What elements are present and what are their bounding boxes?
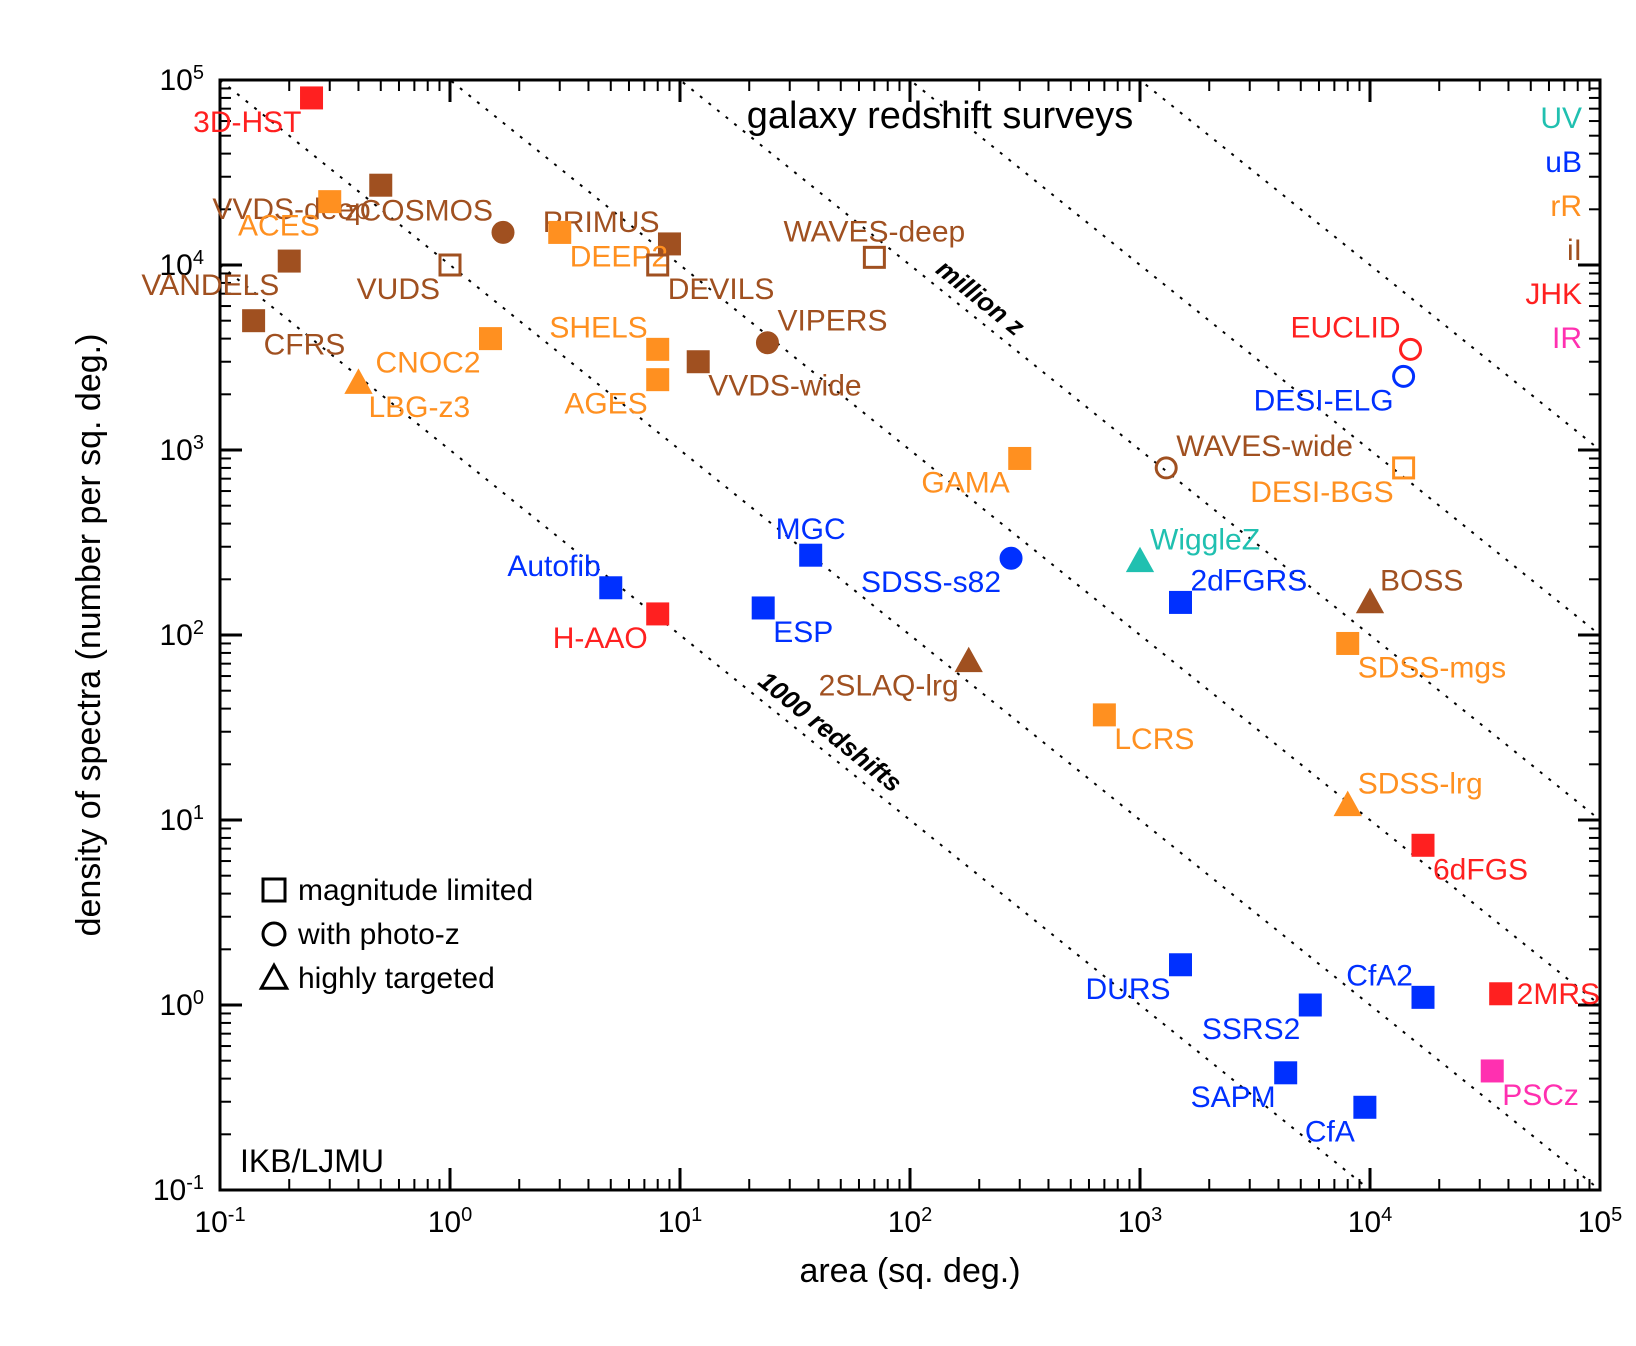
survey-label-DEVILS: DEVILS [668,273,775,306]
survey-label-CfA2: CfA2 [1346,959,1413,992]
diagonal-label-million: million z [931,253,1031,342]
color-legend-UV: UV [1540,102,1582,135]
survey-label-Autofib: Autofib [507,550,600,583]
survey-label-VVDS-wide: VVDS-wide [708,370,861,403]
survey-label-zCOSMOS: zCOSMOS [345,194,493,227]
survey-label-VUDS: VUDS [357,273,440,306]
svg-text:100: 100 [160,987,205,1022]
survey-label-SHELS: SHELS [549,311,647,344]
survey-label-ACES: ACES [238,210,320,243]
survey-label-SDSS-s82: SDSS-s82 [861,566,1001,599]
chart-svg: 10-1 100 101 102 103 104 105 10-1 100 101 102 103 10… [20,20,1636,1326]
color-legend-JHK: JHK [1525,278,1582,311]
svg-text:10-1: 10-1 [153,1172,204,1207]
chart-title: galaxy redshift surveys [747,95,1134,137]
survey-label-H-AAO: H-AAO [553,622,648,655]
svg-text:105: 105 [1578,1204,1623,1239]
color-legend-rR: rR [1550,190,1582,223]
svg-text:100: 100 [428,1204,473,1239]
survey-label-DURS: DURS [1085,973,1170,1006]
svg-text:102: 102 [160,617,205,652]
survey-label-CFRS: CFRS [264,329,346,362]
svg-text:101: 101 [658,1204,703,1239]
survey-label-SSRS2: SSRS2 [1202,1013,1300,1046]
survey-label-CNOC2: CNOC2 [375,347,480,380]
shape-legend-square-open: magnitude limited [298,874,533,907]
shape-legend-triangle-open: highly targeted [298,962,495,995]
survey-label-2dFGRS: 2dFGRS [1191,564,1308,597]
survey-label-LCRS: LCRS [1114,723,1194,756]
survey-label-3D-HST: 3D-HST [193,106,301,139]
color-legend-uB: uB [1545,146,1582,179]
survey-label-6dFGS: 6dFGS [1433,853,1528,886]
survey-label-EUCLID: EUCLID [1290,311,1400,344]
survey-label-VIPERS: VIPERS [777,305,887,338]
survey-label-WAVES-deep: WAVES-deep [783,215,965,248]
survey-label-DESI-ELG: DESI-ELG [1254,384,1394,417]
svg-text:103: 103 [160,432,205,467]
chart-credit: IKB/LJMU [240,1143,384,1179]
survey-label-PSCz: PSCz [1502,1079,1579,1112]
svg-text:105: 105 [160,62,205,97]
color-legend-IR: IR [1552,322,1582,355]
survey-label-MGC: MGC [776,513,846,546]
svg-text:103: 103 [1118,1204,1163,1239]
svg-text:101: 101 [160,802,205,837]
survey-label-CfA: CfA [1305,1115,1355,1148]
survey-label-DEEP2: DEEP2 [570,240,668,273]
survey-label-VANDELS: VANDELS [141,269,279,302]
color-legend-iI: iI [1567,234,1582,267]
survey-label-ESP: ESP [773,616,833,649]
svg-text:104: 104 [1348,1204,1393,1239]
survey-label-WAVES-wide: WAVES-wide [1176,430,1353,463]
survey-label-BOSS: BOSS [1380,564,1463,597]
shape-legend-circle-open: with photo-z [297,918,460,951]
survey-label-WiggleZ: WiggleZ [1150,523,1260,556]
survey-label-SAPM: SAPM [1191,1081,1276,1114]
svg-text:10-1: 10-1 [194,1204,245,1239]
survey-label-SDSS-mgs: SDSS-mgs [1358,651,1506,684]
svg-text:102: 102 [888,1204,933,1239]
survey-label-DESI-BGS: DESI-BGS [1250,476,1393,509]
survey-label-2MRS: 2MRS [1517,978,1600,1011]
survey-chart: 10-1 100 101 102 103 104 105 10-1 100 101 102 103 10… [20,20,1636,1326]
survey-label-AGES: AGES [564,388,647,421]
survey-label-2SLAQ-lrg: 2SLAQ-lrg [819,669,959,702]
x-axis-label: area (sq. deg.) [799,1252,1020,1290]
survey-label-SDSS-lrg: SDSS-lrg [1358,767,1483,800]
survey-label-GAMA: GAMA [921,466,1009,499]
survey-label-LBG-z3: LBG-z3 [368,391,470,424]
y-axis-label: density of spectra (number per sq. deg.) [70,334,108,937]
